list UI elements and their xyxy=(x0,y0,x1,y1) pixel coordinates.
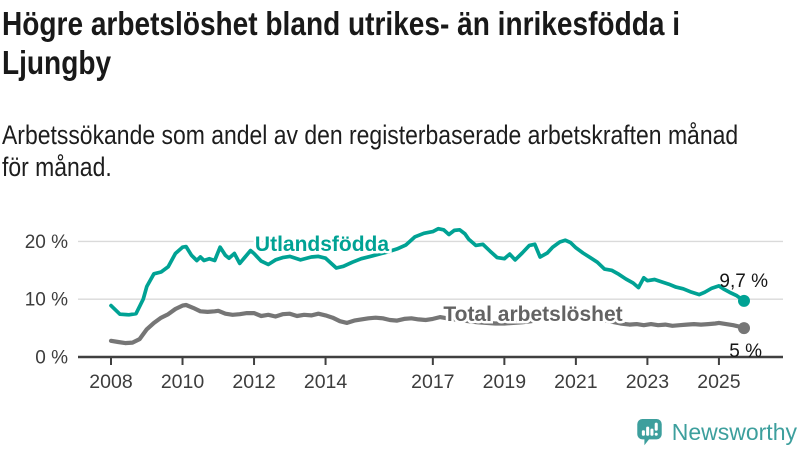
chart-title-line-2: Ljungby xyxy=(2,44,112,81)
x-axis-tick-label: 2012 xyxy=(232,371,275,393)
y-axis-tick-label: 0 % xyxy=(35,348,68,369)
chart-subtitle-line-2: för månad. xyxy=(2,152,112,182)
x-axis-tick-label: 2017 xyxy=(411,371,454,393)
newsworthy-logo-icon xyxy=(637,419,662,446)
series-line-total-arbetsloshet xyxy=(108,302,747,346)
footer-branding: Newsworthy xyxy=(637,419,797,446)
y-axis-tick-label: 10 % xyxy=(25,290,68,311)
series-end-dot-utlandsfodda xyxy=(738,294,750,307)
series-line-utlandsfodda xyxy=(109,226,746,317)
chart-subtitle: Arbetssökande som andel av den registerb… xyxy=(2,119,800,183)
chart-header: Högre arbetslöshet bland utrikes- än inr… xyxy=(2,4,800,183)
series-label-total-arbetsloshet: Total arbetslöshet xyxy=(443,303,622,326)
x-axis-tick-label: 2023 xyxy=(626,371,669,393)
y-axis-tick-label: 20 % xyxy=(25,232,68,253)
x-axis-tick-label: 2010 xyxy=(161,371,205,393)
chart-subtitle-line-1: Arbetssökande som andel av den registerb… xyxy=(2,120,739,150)
brand-name: Newsworthy xyxy=(671,419,797,445)
x-axis-tick-label: 2021 xyxy=(554,371,597,393)
x-axis-tick-label: 2008 xyxy=(89,371,132,393)
chart-title-line-1: Högre arbetslöshet bland utrikes- än inr… xyxy=(2,5,681,42)
x-axis-tick-label: 2019 xyxy=(483,371,526,393)
unemployment-line-chart: 0 % 10 % 20 % 2008 2010 2012 2014 2017 2019 2021 2… xyxy=(25,226,783,393)
chart-title: Högre arbetslöshet bland utrikes- än inr… xyxy=(2,4,800,82)
series-end-value-utlandsfodda: 9,7 % xyxy=(719,271,768,292)
series-end-value-total-arbetsloshet: 5 % xyxy=(729,341,762,362)
series-label-utlandsfodda: Utlandsfödda xyxy=(255,233,389,256)
x-axis-tick-label: 2014 xyxy=(304,371,348,393)
x-axis-tick-label: 2025 xyxy=(697,371,741,393)
series-end-dot-total-arbetsloshet xyxy=(738,322,750,335)
